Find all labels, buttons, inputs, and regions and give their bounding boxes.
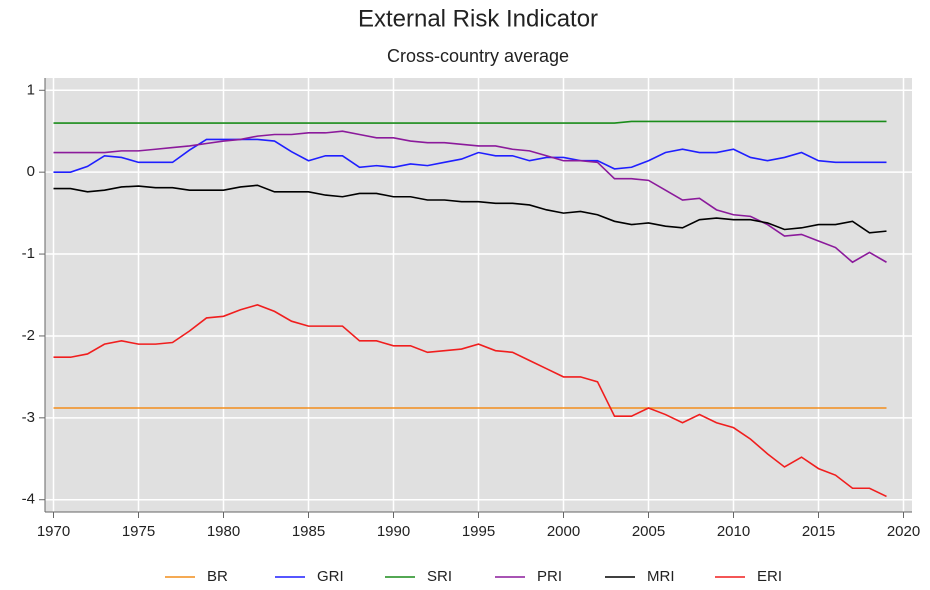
series-line	[53, 130, 887, 264]
y-tick-label: -3	[22, 409, 35, 426]
legend-label: BR	[207, 568, 228, 585]
x-tick-label: 2000	[547, 523, 580, 540]
series-line	[53, 120, 887, 124]
x-tick-label: 1980	[207, 523, 240, 540]
x-tick-label: 1990	[377, 523, 410, 540]
legend-label: GRI	[317, 568, 344, 585]
x-tick-label: 1970	[37, 523, 70, 540]
x-tick-label: 1975	[122, 523, 155, 540]
y-tick-label: -1	[22, 245, 35, 262]
legend-label: SRI	[427, 568, 452, 585]
x-tick-label: 2005	[632, 523, 665, 540]
x-tick-label: 2015	[802, 523, 835, 540]
legend-label: PRI	[537, 568, 562, 585]
y-tick-label: -4	[22, 491, 35, 508]
legend-label: ERI	[757, 568, 782, 585]
x-tick-label: 1985	[292, 523, 325, 540]
legend-label: MRI	[647, 568, 675, 585]
chart-subtitle: Cross-country average	[387, 46, 569, 66]
x-tick-label: 2010	[717, 523, 750, 540]
y-tick-label: 1	[27, 81, 35, 98]
series-line	[53, 138, 887, 173]
series-line	[53, 184, 887, 234]
series-line	[53, 303, 887, 498]
y-tick-label: 0	[27, 163, 35, 180]
lines	[53, 120, 887, 498]
x-tick-label: 1995	[462, 523, 495, 540]
chart-title: External Risk Indicator	[358, 5, 598, 32]
x-tick-label: 2020	[887, 523, 920, 540]
y-tick-label: -2	[22, 327, 35, 344]
